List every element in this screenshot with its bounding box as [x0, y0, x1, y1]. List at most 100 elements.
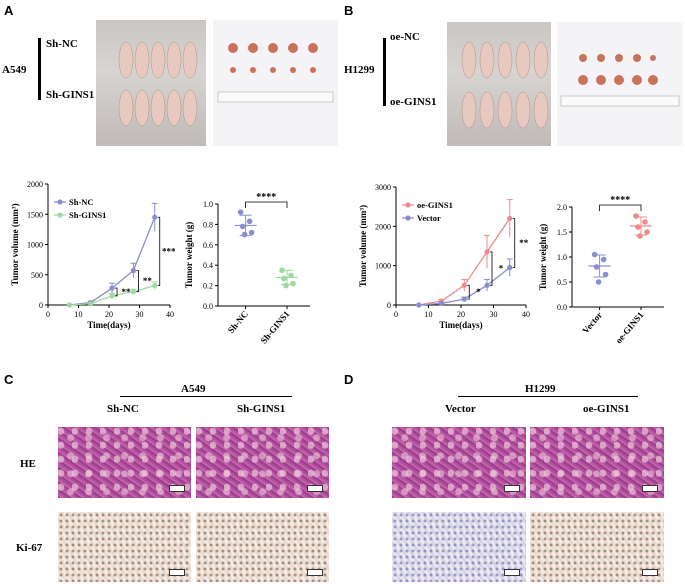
data-point — [109, 293, 115, 299]
data-point — [152, 214, 158, 220]
group-label-oe-gins1: oe-GINS1 — [390, 96, 437, 108]
data-point — [416, 302, 422, 308]
x-tick-label: 10 — [75, 310, 83, 319]
data-point — [130, 267, 136, 274]
y-tick-label: 0.6 — [203, 241, 213, 250]
data-point — [461, 296, 467, 302]
y-tick-label: 0.4 — [203, 261, 213, 270]
x-tick-label: 30 — [490, 310, 498, 319]
group-label-oe-nc: oe-NC — [390, 31, 420, 43]
data-point — [66, 302, 72, 308]
data-point — [237, 209, 244, 215]
x-tick-label: Sh-GINS1 — [258, 308, 291, 345]
significance-marker: ** — [122, 287, 132, 297]
tumor-photo-h1299 — [557, 22, 683, 146]
y-tick-label: 0.0 — [557, 303, 567, 312]
data-point — [246, 218, 253, 225]
y-tick-label: 3000 — [375, 183, 391, 192]
legend-label: Sh-GINS1 — [69, 210, 106, 220]
scale-bar — [504, 569, 520, 576]
significance-bracket — [136, 270, 139, 293]
panel-letter-c: C — [4, 372, 14, 387]
group-label-sh-nc: Sh-NC — [46, 38, 78, 50]
data-point — [438, 300, 445, 307]
scale-bar — [642, 485, 658, 492]
x-axis-label: Time(days) — [87, 320, 130, 330]
scale-bar — [307, 485, 323, 492]
data-point — [642, 219, 648, 225]
y-tick-label: 1000 — [27, 241, 43, 250]
y-tick-label: 0 — [39, 301, 43, 310]
y-axis-label: Tumor weight (g) — [184, 222, 194, 289]
data-point — [595, 279, 602, 285]
scale-bar — [504, 485, 520, 492]
y-tick-label: 1.5 — [557, 228, 567, 237]
y-tick-label: 2.0 — [557, 203, 567, 212]
legend-label: Vector — [417, 213, 441, 223]
data-point — [507, 265, 513, 271]
x-tick-label: 30 — [136, 310, 144, 319]
mice-silhouettes — [461, 41, 549, 129]
data-point — [283, 282, 289, 289]
series-line — [418, 218, 511, 306]
data-point — [109, 285, 115, 291]
x-tick-label: 40 — [166, 310, 174, 319]
column-label-oe-gins1: oe-GINS1 — [583, 403, 630, 415]
tumor-photo-a549 — [213, 20, 338, 146]
x-tick-label: 0 — [394, 310, 398, 319]
x-axis-label: Time(days) — [439, 320, 482, 330]
section-title-a549: A549 — [181, 383, 206, 395]
data-point — [290, 280, 296, 287]
cell-line-label-a549: A549 — [2, 64, 27, 76]
significance-bracket — [157, 216, 161, 287]
mice-photo-h1299 — [447, 22, 551, 146]
y-tick-label: 500 — [31, 271, 43, 280]
mice-photo-a549 — [96, 20, 206, 146]
significance-marker: **** — [610, 195, 630, 206]
ki67-image-sh-gins1 — [196, 512, 329, 582]
ki67-image-sh-nc — [58, 512, 191, 582]
data-point — [507, 215, 513, 222]
he-image-vector — [392, 427, 526, 498]
x-tick-label: Vector — [580, 310, 604, 336]
column-label-sh-gins1: Sh-GINS1 — [237, 403, 286, 415]
significance-marker: *** — [162, 246, 176, 256]
significance-bracket — [467, 284, 470, 300]
significance-bracket — [490, 251, 493, 286]
legend-marker — [405, 215, 411, 221]
data-point — [88, 301, 94, 307]
y-tick-label: 0.2 — [203, 282, 213, 291]
data-point — [484, 282, 490, 288]
significance-marker: * — [476, 287, 481, 297]
section-rule — [120, 396, 292, 397]
significance-marker: ** — [519, 238, 529, 248]
y-tick-label: 0.0 — [203, 302, 213, 311]
y-tick-label: 1500 — [27, 210, 43, 219]
section-title-h1299: H1299 — [525, 383, 556, 395]
ki67-image-vector — [392, 512, 526, 582]
group-label-sh-gins1: Sh-GINS1 — [46, 89, 95, 101]
scale-bar — [307, 569, 323, 576]
panel-letter-a: A — [4, 3, 14, 18]
significance-bracket — [512, 218, 516, 269]
ki67-image-oe-gins1 — [530, 512, 664, 582]
y-axis-label: Tumor volume (mm³) — [358, 205, 368, 287]
y-tick-label: 2000 — [27, 180, 43, 189]
data-point — [248, 229, 255, 236]
significance-bracket — [245, 201, 288, 208]
tumor-nodules — [217, 43, 334, 103]
panel-letter-d: D — [344, 372, 354, 387]
section-rule — [458, 396, 638, 397]
data-point — [461, 282, 467, 288]
data-point — [239, 223, 246, 230]
x-tick-label: 40 — [522, 310, 530, 319]
x-tick-label: 10 — [425, 310, 433, 319]
legend-label: oe-GINS1 — [417, 200, 453, 210]
legend-marker — [405, 202, 411, 208]
x-tick-label: oe-GINS1 — [613, 309, 645, 345]
significance-marker: ** — [143, 276, 153, 286]
y-tick-label: 1.0 — [203, 200, 213, 209]
legend-marker — [57, 212, 63, 218]
data-point — [637, 233, 643, 239]
group-divider-bar — [38, 38, 41, 100]
